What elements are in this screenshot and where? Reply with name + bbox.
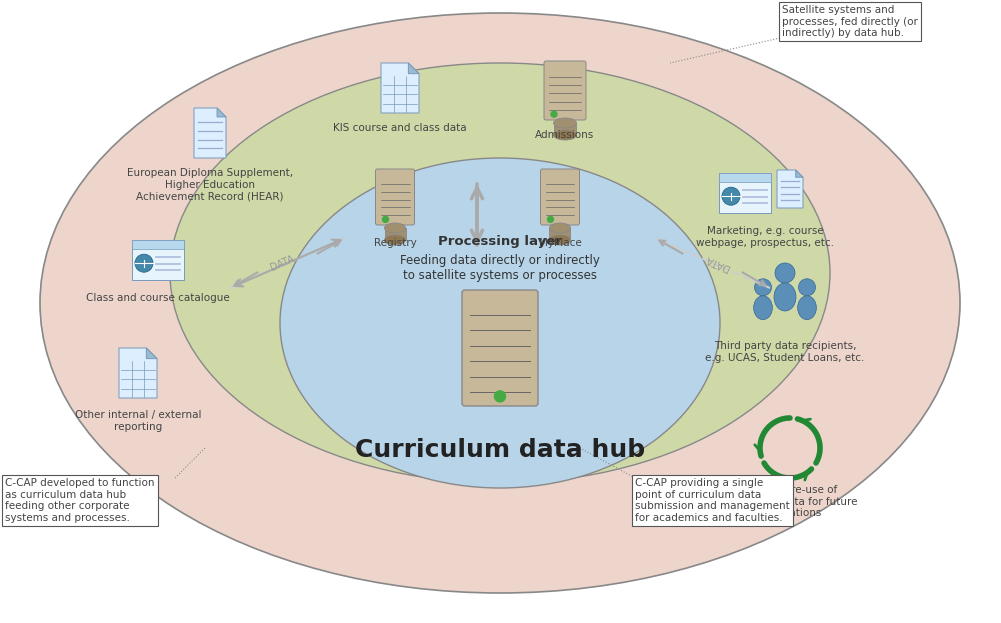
Bar xyxy=(384,228,405,240)
Text: Satellite systems and
processes, fed directly (or
indirectly) by data hub.: Satellite systems and processes, fed dir… xyxy=(782,5,918,38)
FancyBboxPatch shape xyxy=(544,61,586,120)
Polygon shape xyxy=(796,170,803,178)
Text: European Diploma Supplement,
Higher Education
Achievement Record (HEAR): European Diploma Supplement, Higher Educ… xyxy=(127,168,293,201)
Circle shape xyxy=(382,216,388,222)
Ellipse shape xyxy=(550,223,571,233)
Circle shape xyxy=(548,216,554,222)
Polygon shape xyxy=(408,63,419,74)
FancyBboxPatch shape xyxy=(719,173,771,213)
Ellipse shape xyxy=(280,158,720,488)
Circle shape xyxy=(755,279,772,296)
Text: C-CAP providing a single
point of curriculum data
submission and management
for : C-CAP providing a single point of curric… xyxy=(635,478,790,523)
Text: Other internal / external
reporting: Other internal / external reporting xyxy=(75,410,201,432)
Text: Registry: Registry xyxy=(373,238,416,248)
Ellipse shape xyxy=(798,296,817,320)
Circle shape xyxy=(722,187,740,205)
Text: Admissions: Admissions xyxy=(536,130,595,140)
Bar xyxy=(550,228,571,240)
Text: MyPlace: MyPlace xyxy=(539,238,582,248)
Ellipse shape xyxy=(384,223,405,233)
Ellipse shape xyxy=(554,118,577,128)
Circle shape xyxy=(551,111,557,117)
Bar xyxy=(719,173,771,182)
FancyBboxPatch shape xyxy=(462,290,538,406)
Circle shape xyxy=(799,279,816,296)
Ellipse shape xyxy=(754,296,773,320)
Circle shape xyxy=(494,391,506,402)
Ellipse shape xyxy=(550,235,571,245)
Text: DATA: DATA xyxy=(269,254,296,273)
Text: Feeding data directly or indirectly
to satellite systems or processes: Feeding data directly or indirectly to s… xyxy=(400,254,600,282)
Polygon shape xyxy=(217,108,226,117)
Polygon shape xyxy=(194,108,226,158)
Text: KIS course and class data: KIS course and class data xyxy=(333,123,466,133)
Ellipse shape xyxy=(170,63,830,483)
Text: Processing layer: Processing layer xyxy=(438,234,562,247)
Circle shape xyxy=(135,254,153,272)
Polygon shape xyxy=(119,348,157,398)
FancyBboxPatch shape xyxy=(132,240,184,280)
Ellipse shape xyxy=(774,283,796,311)
Bar xyxy=(132,240,184,249)
FancyBboxPatch shape xyxy=(375,169,414,225)
Polygon shape xyxy=(146,348,157,359)
Polygon shape xyxy=(381,63,419,113)
Circle shape xyxy=(775,263,795,283)
Text: Class and course catalogue: Class and course catalogue xyxy=(86,293,230,303)
FancyBboxPatch shape xyxy=(541,169,580,225)
Polygon shape xyxy=(777,170,803,208)
Text: Marketing, e.g. course
webpage, prospectus, etc.: Marketing, e.g. course webpage, prospect… xyxy=(696,226,834,247)
Text: DATA: DATA xyxy=(704,254,731,273)
Text: Potential re-use of
curriculum data for future
applications: Potential re-use of curriculum data for … xyxy=(723,485,858,518)
Ellipse shape xyxy=(554,130,577,140)
Text: C-CAP developed to function
as curriculum data hub
feeding other corporate
syste: C-CAP developed to function as curriculu… xyxy=(5,478,154,523)
Ellipse shape xyxy=(384,235,405,245)
Text: Curriculum data hub: Curriculum data hub xyxy=(355,438,645,462)
Ellipse shape xyxy=(40,13,960,593)
Bar xyxy=(554,123,577,135)
Text: Third party data recipients,
e.g. UCAS, Student Loans, etc.: Third party data recipients, e.g. UCAS, … xyxy=(706,341,865,363)
